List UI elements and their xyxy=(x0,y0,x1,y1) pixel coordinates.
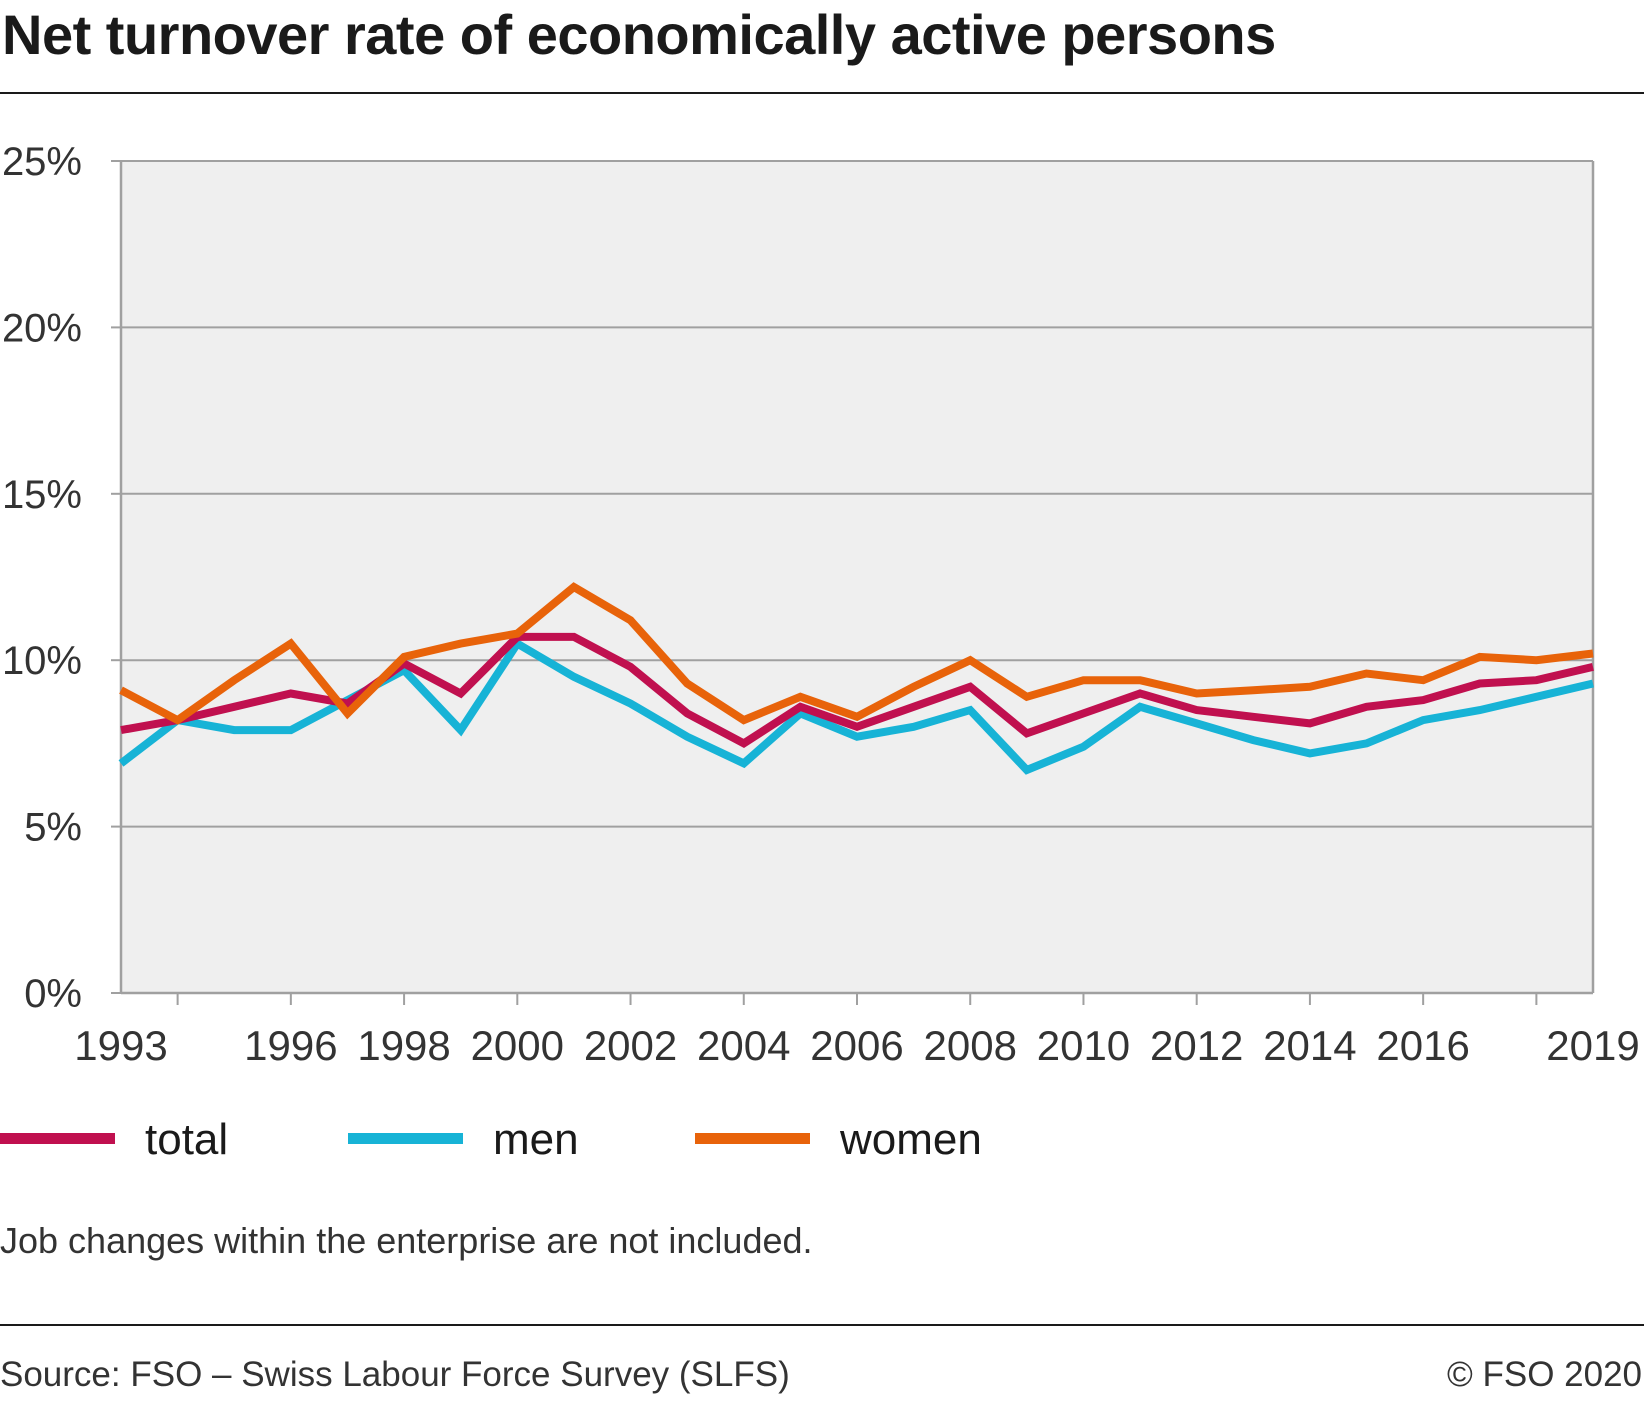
y-tick-label: 25% xyxy=(2,140,82,184)
x-tick-label: 2012 xyxy=(1150,1022,1243,1069)
series-line-women xyxy=(119,582,1594,725)
copyright-text: © FSO 2020 xyxy=(1446,1355,1642,1394)
x-tick-label: 1996 xyxy=(244,1022,337,1069)
chart: 0% 5% 10% 15% 20% 25% 1993 1996 1998 2000 2002 2004… xyxy=(2,140,1640,1069)
series-layer xyxy=(118,582,1594,775)
plot-background xyxy=(121,161,1593,993)
axis-layer: 0% 5% 10% 15% 20% 25% 1993 1996 1998 2000 2002 2004… xyxy=(2,140,1640,1069)
x-tick-label: 2010 xyxy=(1037,1022,1130,1069)
x-tick-label: 2004 xyxy=(697,1022,790,1069)
legend-swatch-total xyxy=(0,1133,115,1144)
y-tick-label: 20% xyxy=(2,306,82,350)
x-tick-label: 2019 xyxy=(1546,1022,1639,1069)
x-tick-label: 1998 xyxy=(357,1022,450,1069)
x-tick-label: 2006 xyxy=(810,1022,903,1069)
y-tick-label: 0% xyxy=(24,972,82,1016)
y-tick-label: 5% xyxy=(24,806,82,850)
legend-label-women: women xyxy=(840,1115,982,1164)
x-tick-label: 2000 xyxy=(471,1022,564,1069)
x-tick-label: 2014 xyxy=(1263,1022,1356,1069)
chart-title: Net turnover rate of economically active… xyxy=(2,3,1276,66)
top-rule xyxy=(0,92,1644,94)
legend-label-men: men xyxy=(493,1115,579,1164)
bottom-rule xyxy=(0,1324,1644,1326)
x-tick-label: 2016 xyxy=(1376,1022,1469,1069)
x-tick-label: 1993 xyxy=(74,1022,167,1069)
y-tick-label: 10% xyxy=(2,639,82,683)
legend-swatch-men xyxy=(348,1133,463,1144)
y-tick-label: 15% xyxy=(2,473,82,517)
legend-swatch-women xyxy=(695,1133,810,1144)
legend-label-total: total xyxy=(145,1115,229,1164)
chart-note: Job changes within the enterprise are no… xyxy=(0,1220,813,1261)
x-tick-label: 2008 xyxy=(924,1022,1017,1069)
x-tick-label: 2002 xyxy=(584,1022,677,1069)
source-text: Source: FSO – Swiss Labour Force Survey … xyxy=(0,1355,790,1394)
